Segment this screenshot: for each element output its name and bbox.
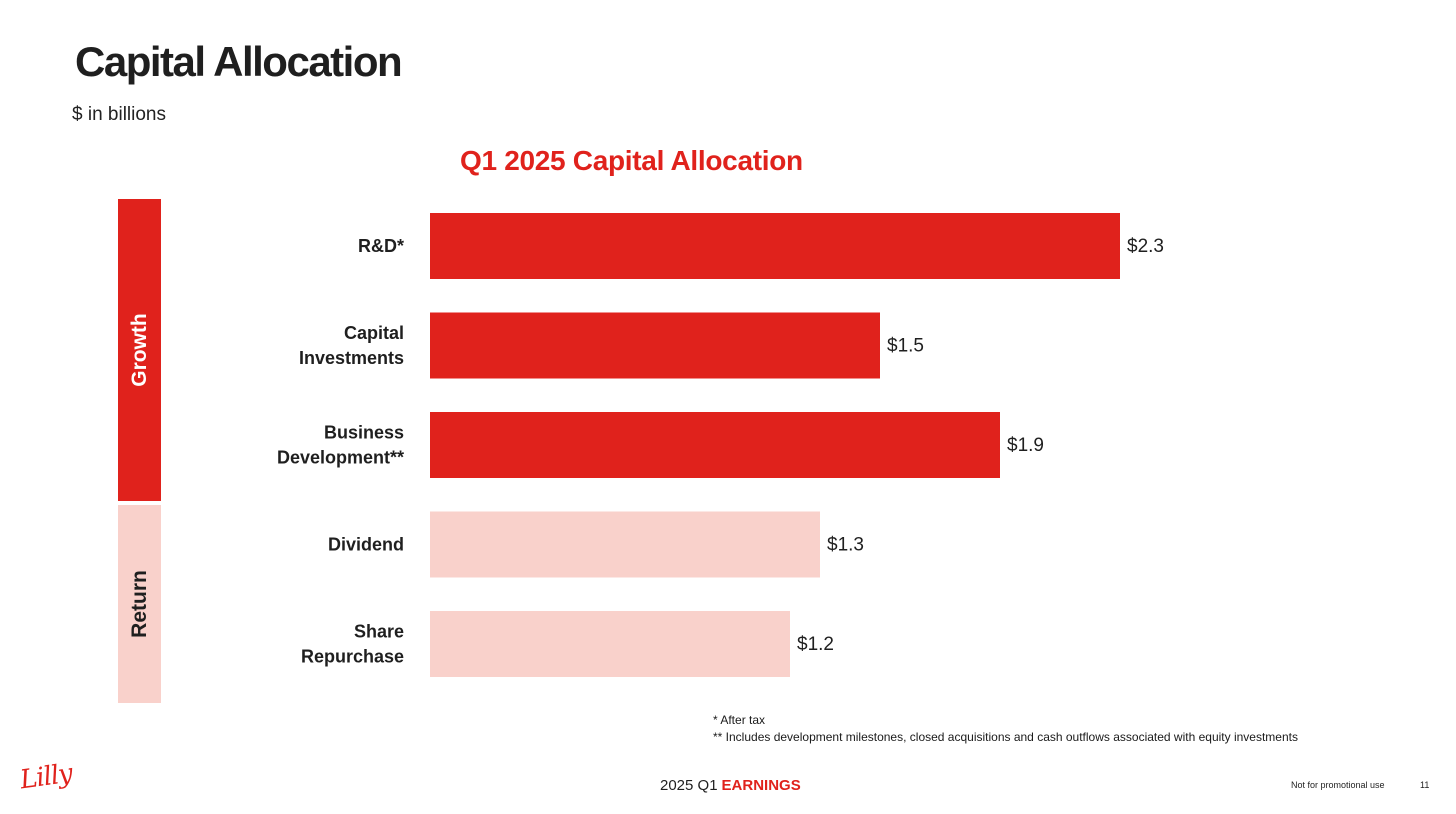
value-label-4: $1.2 bbox=[797, 634, 834, 655]
page-number: 11 bbox=[1420, 780, 1430, 790]
category-label-1: Capital Investments bbox=[299, 323, 404, 368]
category-label-3: Dividend bbox=[328, 535, 404, 555]
bar-1 bbox=[430, 312, 880, 379]
value-label-1: $1.5 bbox=[887, 336, 924, 357]
footnote-after-tax: * After tax bbox=[713, 713, 766, 727]
units-subtitle: $ in billions bbox=[72, 104, 166, 125]
bar-4 bbox=[430, 611, 790, 677]
value-label-2: $1.9 bbox=[1007, 435, 1044, 456]
return-group-band: Return bbox=[118, 505, 161, 703]
chart-title: Q1 2025 Capital Allocation bbox=[460, 145, 803, 176]
category-label-2: Business Development** bbox=[277, 423, 404, 468]
footer-period: 2025 Q1 bbox=[660, 777, 718, 794]
page-title: Capital Allocation bbox=[75, 38, 403, 85]
footer-disclaimer: Not for promotional use bbox=[1291, 780, 1385, 790]
value-label-3: $1.3 bbox=[827, 535, 864, 556]
bar-0 bbox=[430, 213, 1120, 279]
bar-3 bbox=[430, 511, 820, 578]
footer-earnings-label: EARNINGS bbox=[721, 777, 801, 794]
footnotes: * After tax ** Includes development mile… bbox=[713, 712, 1298, 746]
footnote-business-development: ** Includes development milestones, clos… bbox=[713, 730, 1298, 744]
category-label-0: R&D* bbox=[358, 236, 404, 256]
category-label-4: Share Repurchase bbox=[301, 622, 404, 667]
value-label-0: $2.3 bbox=[1127, 236, 1164, 257]
growth-group-band: Growth bbox=[118, 199, 161, 501]
footer-earnings: 2025 Q1 EARNINGS bbox=[660, 777, 801, 794]
bar-2 bbox=[430, 412, 1000, 478]
